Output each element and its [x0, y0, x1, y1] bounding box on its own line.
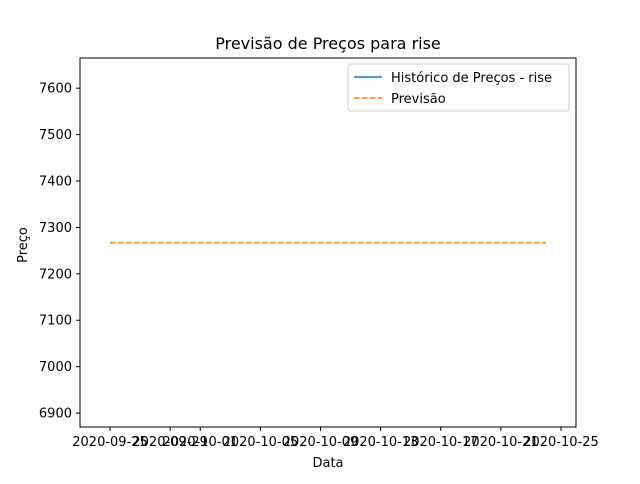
y-tick-label: 7400	[39, 175, 72, 190]
x-tick-label: 2020-10-09	[283, 435, 359, 450]
y-tick-label: 6900	[39, 407, 72, 422]
legend-box	[347, 63, 570, 112]
y-axis-label: Preço	[16, 227, 31, 263]
y-tick-label: 7600	[39, 82, 72, 97]
x-tick-label: 2020-10-05	[223, 435, 299, 450]
legend-label-2: Previsão	[391, 92, 446, 107]
x-tick-label: 2020-10-17	[403, 435, 479, 450]
y-tick-label: 7100	[39, 314, 72, 329]
x-tick-label: 2020-09-25	[72, 435, 148, 450]
x-tick-label: 2020-10-21	[463, 435, 539, 450]
legend: Histórico de Preços - rise Previsão	[347, 63, 570, 112]
y-tick-label: 7200	[39, 267, 72, 282]
axes-frame	[79, 57, 577, 428]
x-tick-label: 2020-10-13	[343, 435, 419, 450]
y-tick-label: 7300	[39, 221, 72, 236]
y-tick-label: 7000	[39, 360, 72, 375]
y-tick-label: 7500	[39, 128, 72, 143]
chart-title: Previsão de Preços para rise	[215, 34, 441, 53]
x-tick-label: 2020-09-29	[132, 435, 208, 450]
x-axis-label: Data	[312, 456, 343, 471]
axes: 2020-09-252020-09-292020-10-012020-10-05…	[39, 57, 599, 450]
x-tick-label: 2020-10-25	[523, 435, 599, 450]
legend-label-1: Histórico de Preços - rise	[391, 71, 552, 86]
x-tick-label: 2020-10-01	[162, 435, 238, 450]
